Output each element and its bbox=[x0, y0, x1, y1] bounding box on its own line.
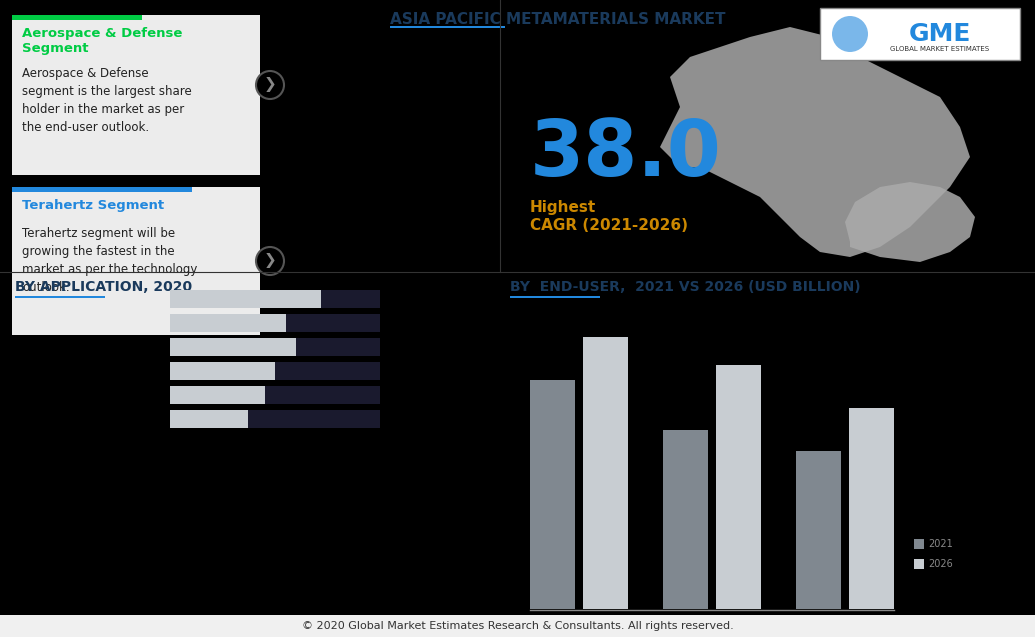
Polygon shape bbox=[660, 27, 970, 257]
Bar bbox=[265, 386, 380, 404]
Bar bbox=[716, 366, 761, 609]
Bar bbox=[286, 314, 380, 332]
Text: 2026: 2026 bbox=[928, 559, 953, 569]
Text: BY APPLICATION, 2020: BY APPLICATION, 2020 bbox=[14, 280, 193, 294]
Text: © 2020 Global Market Estimates Research & Consultants. All rights reserved.: © 2020 Global Market Estimates Research … bbox=[301, 621, 734, 631]
Bar bbox=[321, 290, 380, 308]
Bar bbox=[12, 187, 193, 192]
Circle shape bbox=[256, 247, 284, 275]
Bar bbox=[583, 337, 628, 609]
Circle shape bbox=[256, 71, 284, 99]
Bar bbox=[247, 410, 380, 428]
Bar bbox=[510, 296, 600, 298]
Bar bbox=[914, 559, 924, 569]
Bar bbox=[170, 338, 296, 356]
Text: GME: GME bbox=[909, 22, 971, 46]
Bar bbox=[12, 187, 260, 335]
Text: Aerospace & Defense
segment is the largest share
holder in the market as per
the: Aerospace & Defense segment is the large… bbox=[22, 67, 191, 134]
Bar bbox=[170, 362, 275, 380]
Bar bbox=[275, 362, 380, 380]
Text: Terahertz Segment: Terahertz Segment bbox=[22, 199, 165, 212]
Bar bbox=[170, 386, 265, 404]
Polygon shape bbox=[845, 182, 975, 262]
Text: GLOBAL MARKET ESTIMATES: GLOBAL MARKET ESTIMATES bbox=[890, 46, 989, 52]
Text: ❯: ❯ bbox=[264, 254, 276, 269]
Text: Aerospace & Defense
Segment: Aerospace & Defense Segment bbox=[22, 27, 182, 55]
Bar bbox=[914, 539, 924, 549]
Bar bbox=[170, 314, 286, 332]
Bar bbox=[170, 410, 247, 428]
Text: CAGR (2021-2026): CAGR (2021-2026) bbox=[530, 218, 688, 233]
Bar bbox=[663, 430, 708, 609]
Circle shape bbox=[832, 16, 868, 52]
Bar bbox=[296, 338, 380, 356]
Bar bbox=[14, 296, 105, 298]
Text: ❯: ❯ bbox=[264, 78, 276, 92]
Text: 2021: 2021 bbox=[928, 539, 953, 549]
Bar bbox=[820, 8, 1021, 60]
Text: Terahertz segment will be
growing the fastest in the
market as per the technolog: Terahertz segment will be growing the fa… bbox=[22, 227, 198, 294]
Text: ASIA PACIFIC METAMATERIALS MARKET: ASIA PACIFIC METAMATERIALS MARKET bbox=[390, 12, 726, 27]
Text: Highest: Highest bbox=[530, 200, 596, 215]
Bar bbox=[849, 408, 894, 609]
Bar bbox=[530, 380, 575, 609]
Bar bbox=[796, 452, 841, 609]
Bar bbox=[0, 615, 1035, 637]
Bar bbox=[12, 15, 142, 20]
Bar bbox=[170, 290, 321, 308]
Bar bbox=[12, 15, 260, 175]
Text: 38.0: 38.0 bbox=[530, 116, 721, 192]
Text: BY  END-USER,  2021 VS 2026 (USD BILLION): BY END-USER, 2021 VS 2026 (USD BILLION) bbox=[510, 280, 861, 294]
Bar bbox=[390, 25, 505, 28]
